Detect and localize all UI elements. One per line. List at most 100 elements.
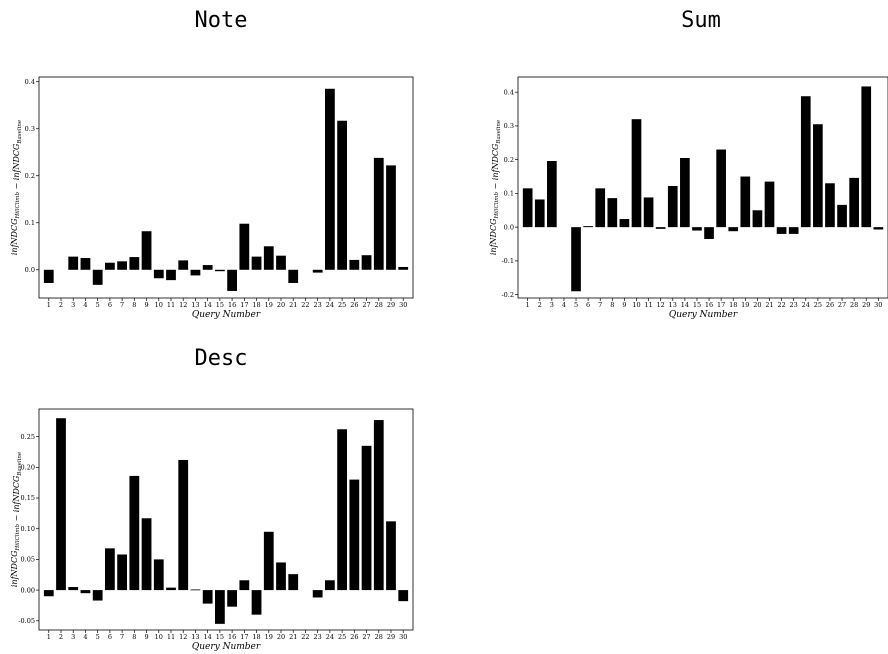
y-tick-label: 0.0 xyxy=(504,223,514,231)
x-tick-label: 30 xyxy=(399,633,407,641)
x-tick-label: 2 xyxy=(538,301,542,309)
bar-query-28 xyxy=(849,177,859,228)
x-tick-label: 5 xyxy=(574,301,578,309)
bar-query-14 xyxy=(680,157,690,228)
bar-query-14 xyxy=(202,590,213,604)
bar-query-18 xyxy=(728,227,739,232)
x-tick-label: 17 xyxy=(240,633,248,641)
y-axis-label: infNDCGHillClimb − infNDCGBaseline xyxy=(10,451,23,587)
x-tick-label: 28 xyxy=(375,633,383,641)
bar-query-21 xyxy=(764,181,775,228)
y-tick-label: 0.15 xyxy=(21,494,35,502)
x-tick-label: 24 xyxy=(326,301,334,309)
x-tick-label: 13 xyxy=(191,633,199,641)
bar-query-12 xyxy=(655,227,666,229)
bar-query-9 xyxy=(141,518,152,591)
x-tick-label: 15 xyxy=(216,301,224,309)
x-tick-label: 29 xyxy=(862,301,870,309)
x-tick-label: 19 xyxy=(265,633,273,641)
x-tick-label: 3 xyxy=(71,633,75,641)
x-tick-label: 9 xyxy=(144,633,148,641)
y-tick-label: 0.1 xyxy=(25,219,35,227)
x-tick-label: 7 xyxy=(598,301,602,309)
x-tick-label: 5 xyxy=(96,301,100,309)
y-tick-label: -0.1 xyxy=(501,257,514,265)
bar-query-17 xyxy=(716,149,726,228)
bar-query-11 xyxy=(166,587,176,591)
x-tick-label: 2 xyxy=(59,633,63,641)
x-tick-label: 22 xyxy=(777,301,785,309)
bar-query-24 xyxy=(325,580,335,591)
x-tick-label: 13 xyxy=(669,301,677,309)
y-tick-label: 0.1 xyxy=(504,190,514,198)
bar-query-26 xyxy=(825,183,835,228)
x-tick-label: 2 xyxy=(59,301,63,309)
x-tick-label: 11 xyxy=(167,301,175,309)
x-tick-label: 10 xyxy=(632,301,640,309)
x-tick-label: 10 xyxy=(155,633,163,641)
y-tick-label: 0.2 xyxy=(504,156,514,164)
x-tick-label: 21 xyxy=(765,301,773,309)
bar-query-4 xyxy=(80,590,91,594)
x-tick-label: 17 xyxy=(717,301,725,309)
x-tick-label: 1 xyxy=(526,301,530,309)
x-tick-label: 8 xyxy=(132,301,136,309)
x-tick-label: 6 xyxy=(586,301,590,309)
bar-query-11 xyxy=(166,269,176,281)
x-tick-label: 16 xyxy=(705,301,713,309)
x-tick-label: 15 xyxy=(693,301,701,309)
x-tick-label: 17 xyxy=(240,301,248,309)
x-tick-label: 14 xyxy=(204,633,212,641)
y-tick-label: 0.05 xyxy=(21,556,35,564)
y-tick-label: 0.4 xyxy=(504,88,514,96)
bar-query-26 xyxy=(349,259,360,270)
bar-query-10 xyxy=(153,269,164,279)
bar-query-17 xyxy=(239,580,250,591)
chart-title-sum: Sum xyxy=(681,8,721,33)
bar-query-19 xyxy=(740,176,751,228)
x-tick-label: 14 xyxy=(681,301,689,309)
x-tick-label: 24 xyxy=(326,633,334,641)
x-tick-label: 18 xyxy=(729,301,737,309)
bar-query-3 xyxy=(68,256,79,270)
x-tick-label: 1 xyxy=(47,633,51,641)
x-tick-label: 11 xyxy=(167,633,175,641)
y-tick-label: 0.0 xyxy=(25,266,35,274)
x-axis-label: Query Number xyxy=(192,310,261,320)
x-tick-label: 27 xyxy=(362,633,370,641)
bar-query-28 xyxy=(373,420,384,591)
x-tick-label: 8 xyxy=(610,301,614,309)
x-tick-label: 22 xyxy=(301,301,309,309)
bar-query-7 xyxy=(595,188,606,228)
chart-title-note: Note xyxy=(194,8,248,33)
bar-query-9 xyxy=(619,219,630,228)
x-tick-label: 23 xyxy=(790,301,798,309)
bar-query-5 xyxy=(571,227,581,292)
bar-query-12 xyxy=(178,459,189,591)
bar-query-24 xyxy=(800,96,811,228)
bar-query-13 xyxy=(190,269,201,276)
x-tick-label: 26 xyxy=(826,301,834,309)
bar-query-21 xyxy=(288,269,299,283)
bar-query-19 xyxy=(263,246,274,270)
y-tick-label: 0.20 xyxy=(21,464,35,472)
bar-query-13 xyxy=(667,185,678,228)
x-tick-label: 23 xyxy=(314,633,322,641)
x-tick-label: 25 xyxy=(338,301,346,309)
bar-query-4 xyxy=(80,258,91,270)
chart-desc: -0.050.000.050.100.150.200.251 2 3 4 5 6 7 8 9 10… xyxy=(10,408,414,652)
x-tick-label: 19 xyxy=(265,301,273,309)
x-tick-label: 12 xyxy=(657,301,665,309)
bar-query-1 xyxy=(43,590,54,597)
chart-note: 0.00.10.20.30.41 2 3 4 5 6 7 8 9 10 11 12 13 14 15 16 17… xyxy=(10,76,414,320)
bar-query-24 xyxy=(325,88,335,270)
x-tick-label: 14 xyxy=(204,301,212,309)
bar-query-3 xyxy=(547,161,557,228)
bar-query-29 xyxy=(861,86,872,228)
bar-query-22 xyxy=(776,227,787,234)
x-tick-label: 7 xyxy=(120,633,124,641)
x-tick-label: 25 xyxy=(338,633,346,641)
x-tick-label: 10 xyxy=(155,301,163,309)
x-axis-label: Query Number xyxy=(669,310,738,320)
